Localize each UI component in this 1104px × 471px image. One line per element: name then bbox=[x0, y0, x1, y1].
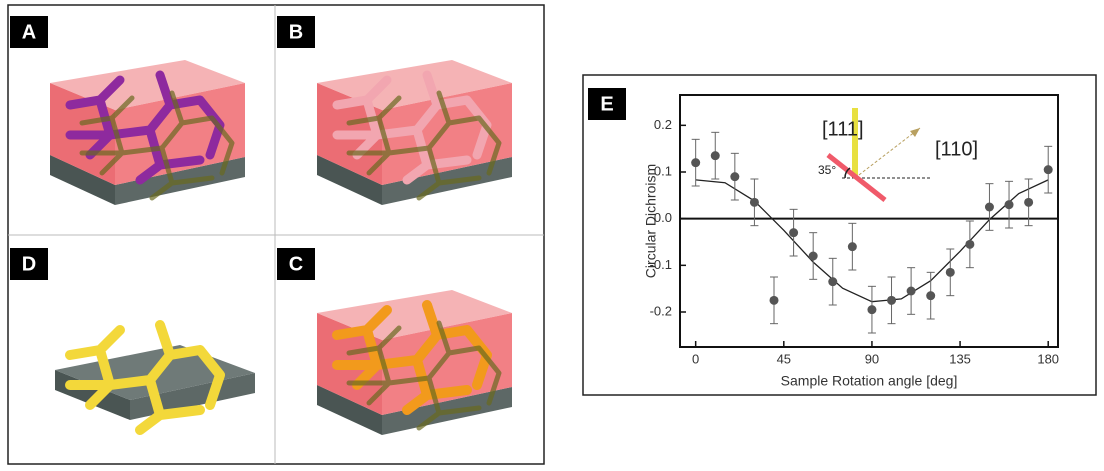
data-point bbox=[730, 172, 740, 182]
panel-label-box bbox=[10, 248, 48, 280]
y-tick-label: 0.1 bbox=[654, 163, 672, 178]
data-point bbox=[1004, 200, 1014, 210]
panel-label: A bbox=[22, 21, 36, 43]
y-tick-label: 0.0 bbox=[654, 210, 672, 225]
x-tick-label: 135 bbox=[949, 351, 971, 366]
y-axis-label: Circular Dichroism bbox=[643, 164, 659, 278]
annotation: [111] bbox=[822, 118, 864, 140]
annotation: 35° bbox=[818, 163, 836, 177]
data-point bbox=[867, 305, 877, 315]
x-tick-label: 90 bbox=[865, 351, 879, 366]
x-axis-label: Sample Rotation angle [deg] bbox=[781, 373, 958, 389]
data-point bbox=[965, 239, 975, 249]
data-point bbox=[1024, 197, 1034, 207]
render-a bbox=[50, 60, 245, 205]
render-d bbox=[55, 325, 255, 430]
data-point bbox=[828, 277, 838, 287]
panel-frame bbox=[582, 74, 1097, 396]
panel-label: D bbox=[22, 253, 36, 275]
data-point bbox=[926, 291, 936, 301]
data-point bbox=[808, 251, 818, 261]
data-point bbox=[847, 242, 857, 252]
panel-label: C bbox=[289, 253, 303, 275]
panel-label: B bbox=[289, 21, 303, 43]
panel-label-box bbox=[588, 88, 626, 120]
data-point bbox=[945, 267, 955, 277]
annotation: [110] bbox=[935, 138, 978, 160]
panel-label: E bbox=[600, 93, 613, 115]
data-point bbox=[984, 202, 994, 212]
data-point bbox=[710, 151, 720, 161]
data-point bbox=[1043, 165, 1053, 175]
x-tick-label: 45 bbox=[777, 351, 791, 366]
data-point bbox=[789, 228, 799, 238]
render-c bbox=[317, 290, 512, 435]
render-b bbox=[317, 60, 512, 205]
data-point bbox=[906, 286, 916, 296]
plot-frame bbox=[679, 94, 1059, 348]
x-tick-label: 180 bbox=[1037, 351, 1059, 366]
data-point bbox=[769, 295, 779, 305]
y-tick-label: -0.1 bbox=[650, 257, 672, 272]
data-point bbox=[691, 158, 701, 168]
panel-label-box bbox=[277, 16, 315, 48]
data-point bbox=[749, 197, 759, 207]
x-tick-label: 0 bbox=[692, 351, 699, 366]
panel-label-box bbox=[277, 248, 315, 280]
y-tick-label: 0.2 bbox=[654, 117, 672, 132]
y-tick-label: -0.2 bbox=[650, 303, 672, 318]
data-point bbox=[887, 295, 897, 305]
panel-label-box bbox=[10, 16, 48, 48]
inset-diagram bbox=[826, 108, 932, 202]
